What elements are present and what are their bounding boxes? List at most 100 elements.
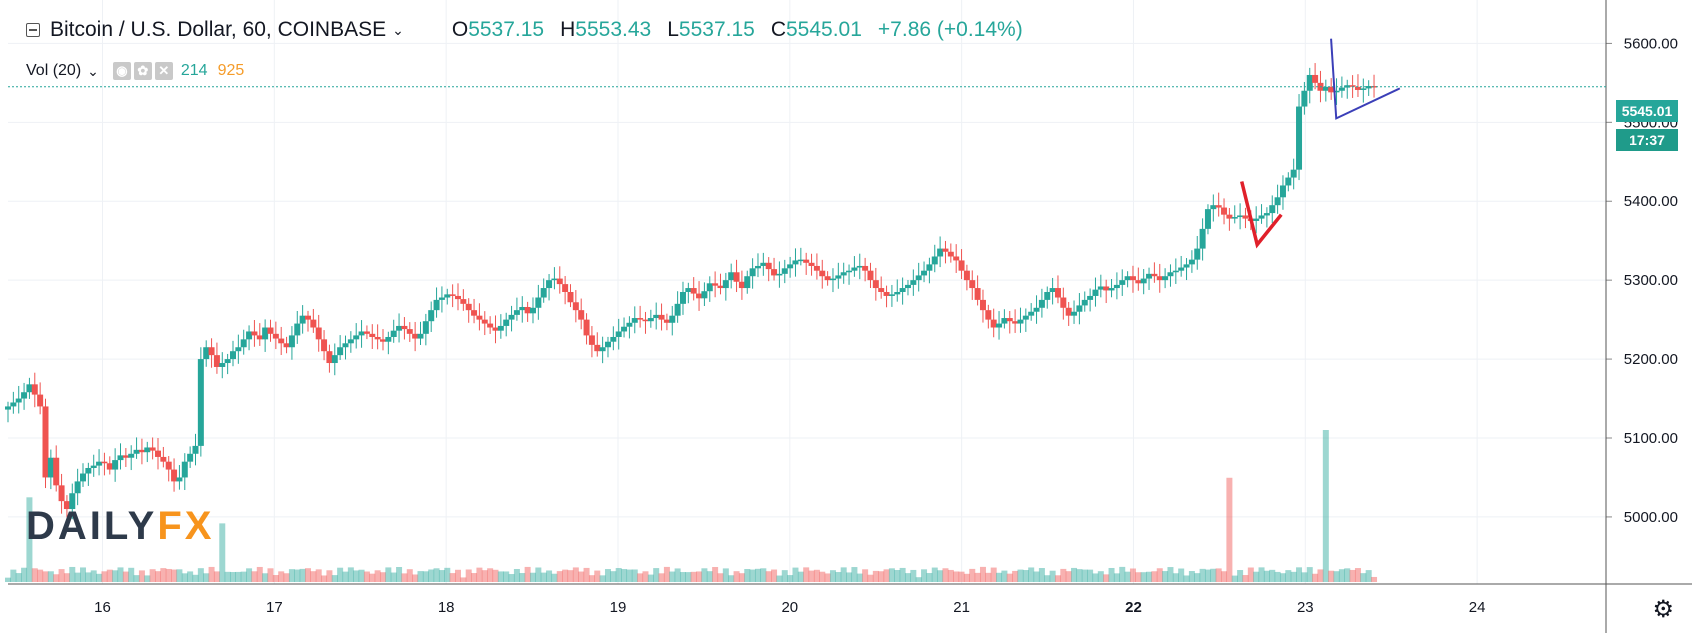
eye-icon[interactable]: ◉ xyxy=(112,62,131,80)
candle-body xyxy=(1333,90,1340,93)
volume-bar xyxy=(21,567,28,582)
volume-bar xyxy=(974,572,981,582)
candle-body xyxy=(96,461,103,466)
candle-body xyxy=(1081,299,1088,306)
volume-bar xyxy=(1349,569,1356,582)
volume-bar xyxy=(106,569,113,582)
candle-body xyxy=(1065,307,1072,316)
volume-bar xyxy=(37,569,44,582)
chevron-down-icon[interactable]: ⌄ xyxy=(392,21,404,38)
candle-body xyxy=(79,473,86,482)
candle-body xyxy=(1054,288,1061,298)
candle-body xyxy=(326,351,333,364)
candle-body xyxy=(251,331,258,336)
volume-bar xyxy=(390,572,397,582)
gear-icon[interactable]: ⚙ xyxy=(1652,596,1674,623)
candle-body xyxy=(278,338,285,344)
volume-bar xyxy=(738,573,745,582)
candle-body xyxy=(813,265,820,271)
candle-body xyxy=(299,315,306,324)
candle-body xyxy=(722,280,729,289)
candle-body xyxy=(1237,215,1244,218)
candle-body xyxy=(385,336,392,342)
close-icon[interactable]: ✕ xyxy=(154,62,173,80)
candle-body xyxy=(883,292,890,296)
candle-body xyxy=(1253,218,1260,221)
volume-bar xyxy=(1317,569,1324,582)
volume-label[interactable]: Vol (20) xyxy=(26,62,82,79)
volume-bar xyxy=(465,569,472,582)
volume-bar xyxy=(824,573,831,582)
chevron-down-icon[interactable]: ⌄ xyxy=(87,62,99,79)
candle-body xyxy=(235,347,242,352)
candle-body xyxy=(1012,321,1019,324)
volume-bar xyxy=(1360,573,1367,582)
volume-bar xyxy=(1017,569,1024,582)
candle-body xyxy=(706,283,713,292)
candle-body xyxy=(262,327,269,340)
collapse-icon[interactable] xyxy=(26,23,40,37)
symbol-label[interactable]: Bitcoin / U.S. Dollar, 60, COINBASE xyxy=(50,18,387,41)
volume-bar xyxy=(1156,568,1163,582)
volume-bar xyxy=(540,572,547,582)
candle-body xyxy=(1124,276,1131,281)
volume-bar xyxy=(213,571,220,582)
volume-bar xyxy=(396,567,403,582)
candle-body xyxy=(1097,286,1104,290)
volume-bar xyxy=(337,567,344,582)
candle-body xyxy=(1183,264,1190,268)
candle-body xyxy=(412,333,419,339)
candle-body xyxy=(310,319,317,328)
volume-bar xyxy=(1274,571,1281,582)
candle-body xyxy=(765,262,772,270)
red-pennant-triangle xyxy=(1240,181,1283,249)
candle-body xyxy=(771,269,778,276)
candle-body xyxy=(133,449,140,454)
volume-bar xyxy=(385,567,392,582)
candle-body xyxy=(1221,207,1228,215)
volume-bar xyxy=(685,572,692,582)
volume-bar xyxy=(535,567,542,582)
volume-bar xyxy=(1344,568,1351,582)
candle-body xyxy=(1167,272,1174,277)
countdown-tag: 17:37 xyxy=(1616,129,1678,151)
candle-body xyxy=(653,314,660,319)
candle-body xyxy=(503,319,510,326)
volume-bar xyxy=(894,570,901,582)
x-tick-label: 19 xyxy=(610,599,627,616)
candle-body xyxy=(754,265,761,269)
x-tick-label: 22 xyxy=(1125,599,1142,616)
candle-body xyxy=(267,327,274,334)
volume-bar xyxy=(428,569,435,582)
candle-body xyxy=(674,303,681,316)
volume-bar xyxy=(1253,571,1260,582)
volume-bar xyxy=(1371,576,1378,582)
candle-body xyxy=(540,288,547,298)
candle-body xyxy=(369,333,376,337)
candle-body xyxy=(990,319,997,328)
candle-body xyxy=(604,341,611,348)
candle-body xyxy=(449,294,456,296)
candle-body xyxy=(224,359,231,364)
blue-pennant-triangle xyxy=(1330,38,1401,120)
volume-bar xyxy=(562,569,569,582)
volume-bar xyxy=(947,569,954,582)
volume-bar xyxy=(1071,567,1078,582)
settings-small-icon[interactable]: ✿ xyxy=(133,62,152,80)
candle-body xyxy=(658,314,665,320)
candle-body xyxy=(347,339,354,344)
candle-body xyxy=(1328,86,1335,93)
candle-body xyxy=(1038,299,1045,308)
volume-bar xyxy=(904,573,911,582)
candle-body xyxy=(406,329,413,334)
volume-bar xyxy=(5,577,11,582)
candle-body xyxy=(696,293,703,299)
volume-bar xyxy=(835,572,842,582)
candle-body xyxy=(669,315,676,323)
volume-bar xyxy=(321,575,328,582)
candle-body xyxy=(862,265,869,271)
candle-body xyxy=(149,447,156,451)
volume-bar xyxy=(931,567,938,582)
candle-body xyxy=(996,323,1003,328)
